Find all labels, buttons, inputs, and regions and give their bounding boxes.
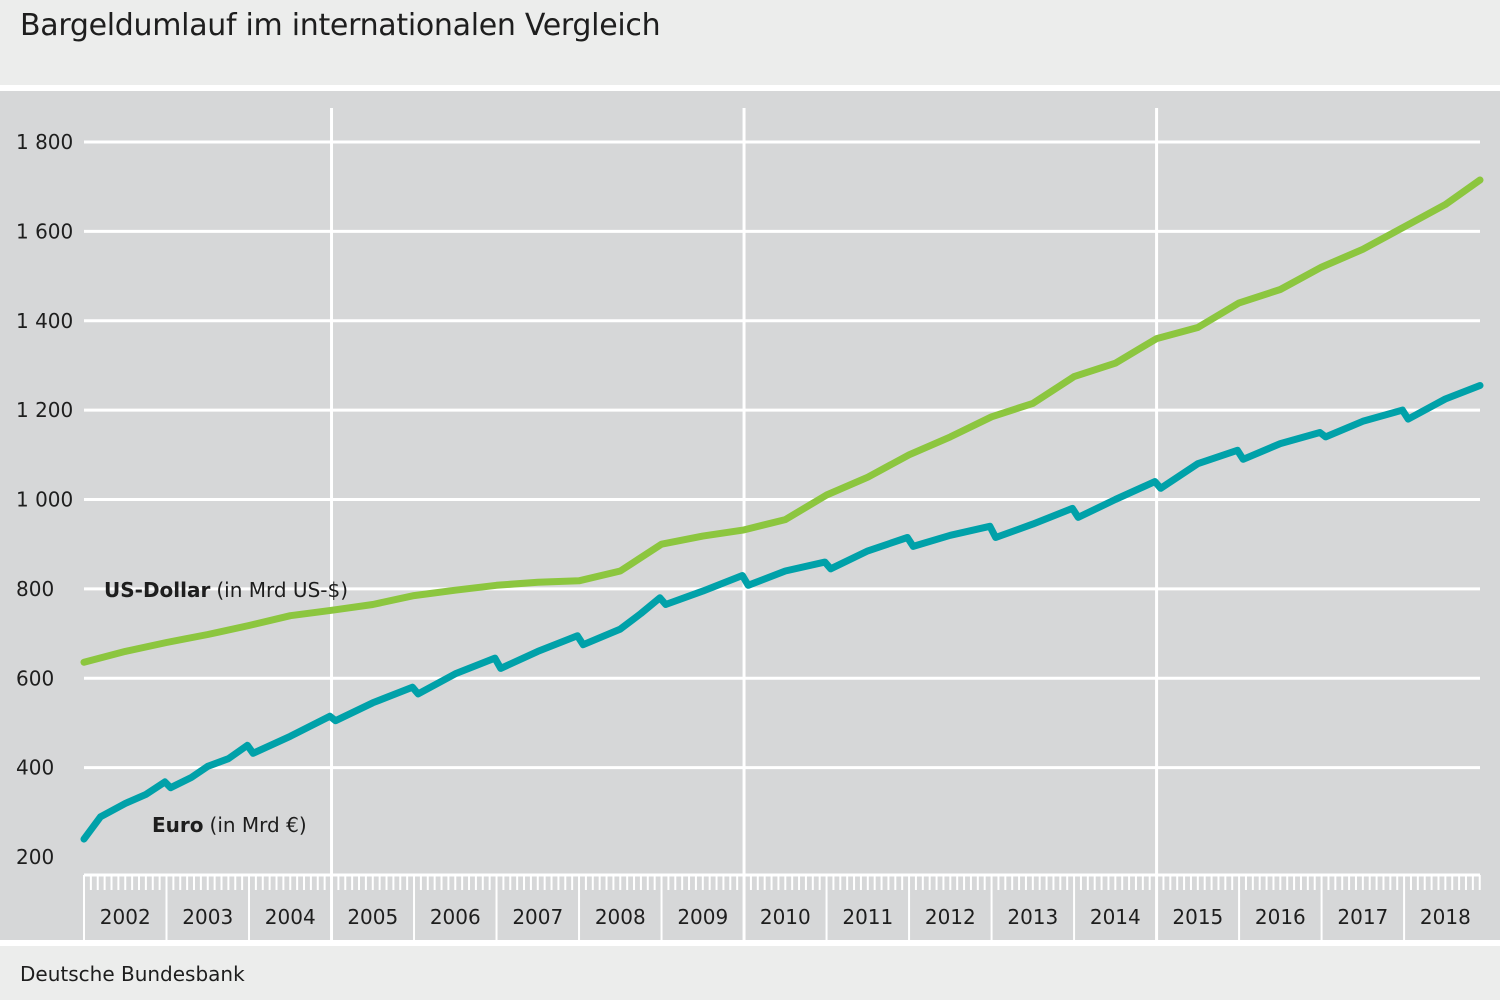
x-axis: 2002 2003 2004 2005 2006 2007 2008 2009 2010 2011…	[83, 873, 1481, 940]
series-lines	[80, 176, 1484, 843]
x-tick-label: 2004	[265, 905, 316, 929]
x-tick-label: 2016	[1255, 905, 1306, 929]
series-unit: (in Mrd US-$)	[216, 578, 348, 602]
x-tick-label: 2012	[925, 905, 976, 929]
series-name: US-Dollar	[104, 578, 210, 602]
y-axis: 200 400 600 800 1 000 1 200 1 400 1 600 1 800	[16, 130, 73, 869]
y-tick-label: 800	[16, 577, 54, 601]
x-tick-label: 2007	[512, 905, 563, 929]
y-tick-label: 1 600	[16, 219, 73, 243]
series-labels: US-Dollar (in Mrd US-$) Euro (in Mrd €)	[104, 578, 348, 837]
x-tick-label: 2010	[760, 905, 811, 929]
x-tick-label: 2005	[347, 905, 398, 929]
y-tick-label: 1 200	[16, 398, 73, 422]
x-tick-label: 2011	[842, 905, 893, 929]
top-divider	[0, 85, 1500, 91]
grid	[84, 108, 1480, 940]
y-tick-label: 1 000	[16, 488, 73, 512]
series-label-usd: US-Dollar (in Mrd US-$)	[104, 578, 348, 602]
x-tick-label: 2002	[100, 905, 151, 929]
x-tick-label: 2009	[677, 905, 728, 929]
x-tick-label: 2015	[1172, 905, 1223, 929]
y-tick-label: 200	[16, 845, 54, 869]
x-tick-label: 2008	[595, 905, 646, 929]
source-note: Deutsche Bundesbank	[20, 962, 245, 986]
y-tick-label: 1 400	[16, 309, 73, 333]
y-tick-label: 400	[16, 756, 54, 780]
x-tick-label: 2014	[1090, 905, 1141, 929]
x-tick-label: 2018	[1420, 905, 1471, 929]
x-tick-label: 2013	[1007, 905, 1058, 929]
y-tick-label: 1 800	[16, 130, 73, 154]
y-tick-label: 600	[16, 666, 54, 690]
series-line-euro	[80, 382, 1484, 843]
chart-title: Bargeldumlauf im internationalen Verglei…	[20, 8, 661, 43]
bottom-divider	[0, 940, 1500, 946]
x-tick-label: 2017	[1337, 905, 1388, 929]
series-line-usd	[80, 176, 1484, 666]
series-unit: (in Mrd €)	[210, 813, 307, 837]
series-name: Euro	[152, 813, 204, 837]
series-label-euro: Euro (in Mrd €)	[152, 813, 307, 837]
x-tick-label: 2003	[182, 905, 233, 929]
x-tick-label: 2006	[430, 905, 481, 929]
